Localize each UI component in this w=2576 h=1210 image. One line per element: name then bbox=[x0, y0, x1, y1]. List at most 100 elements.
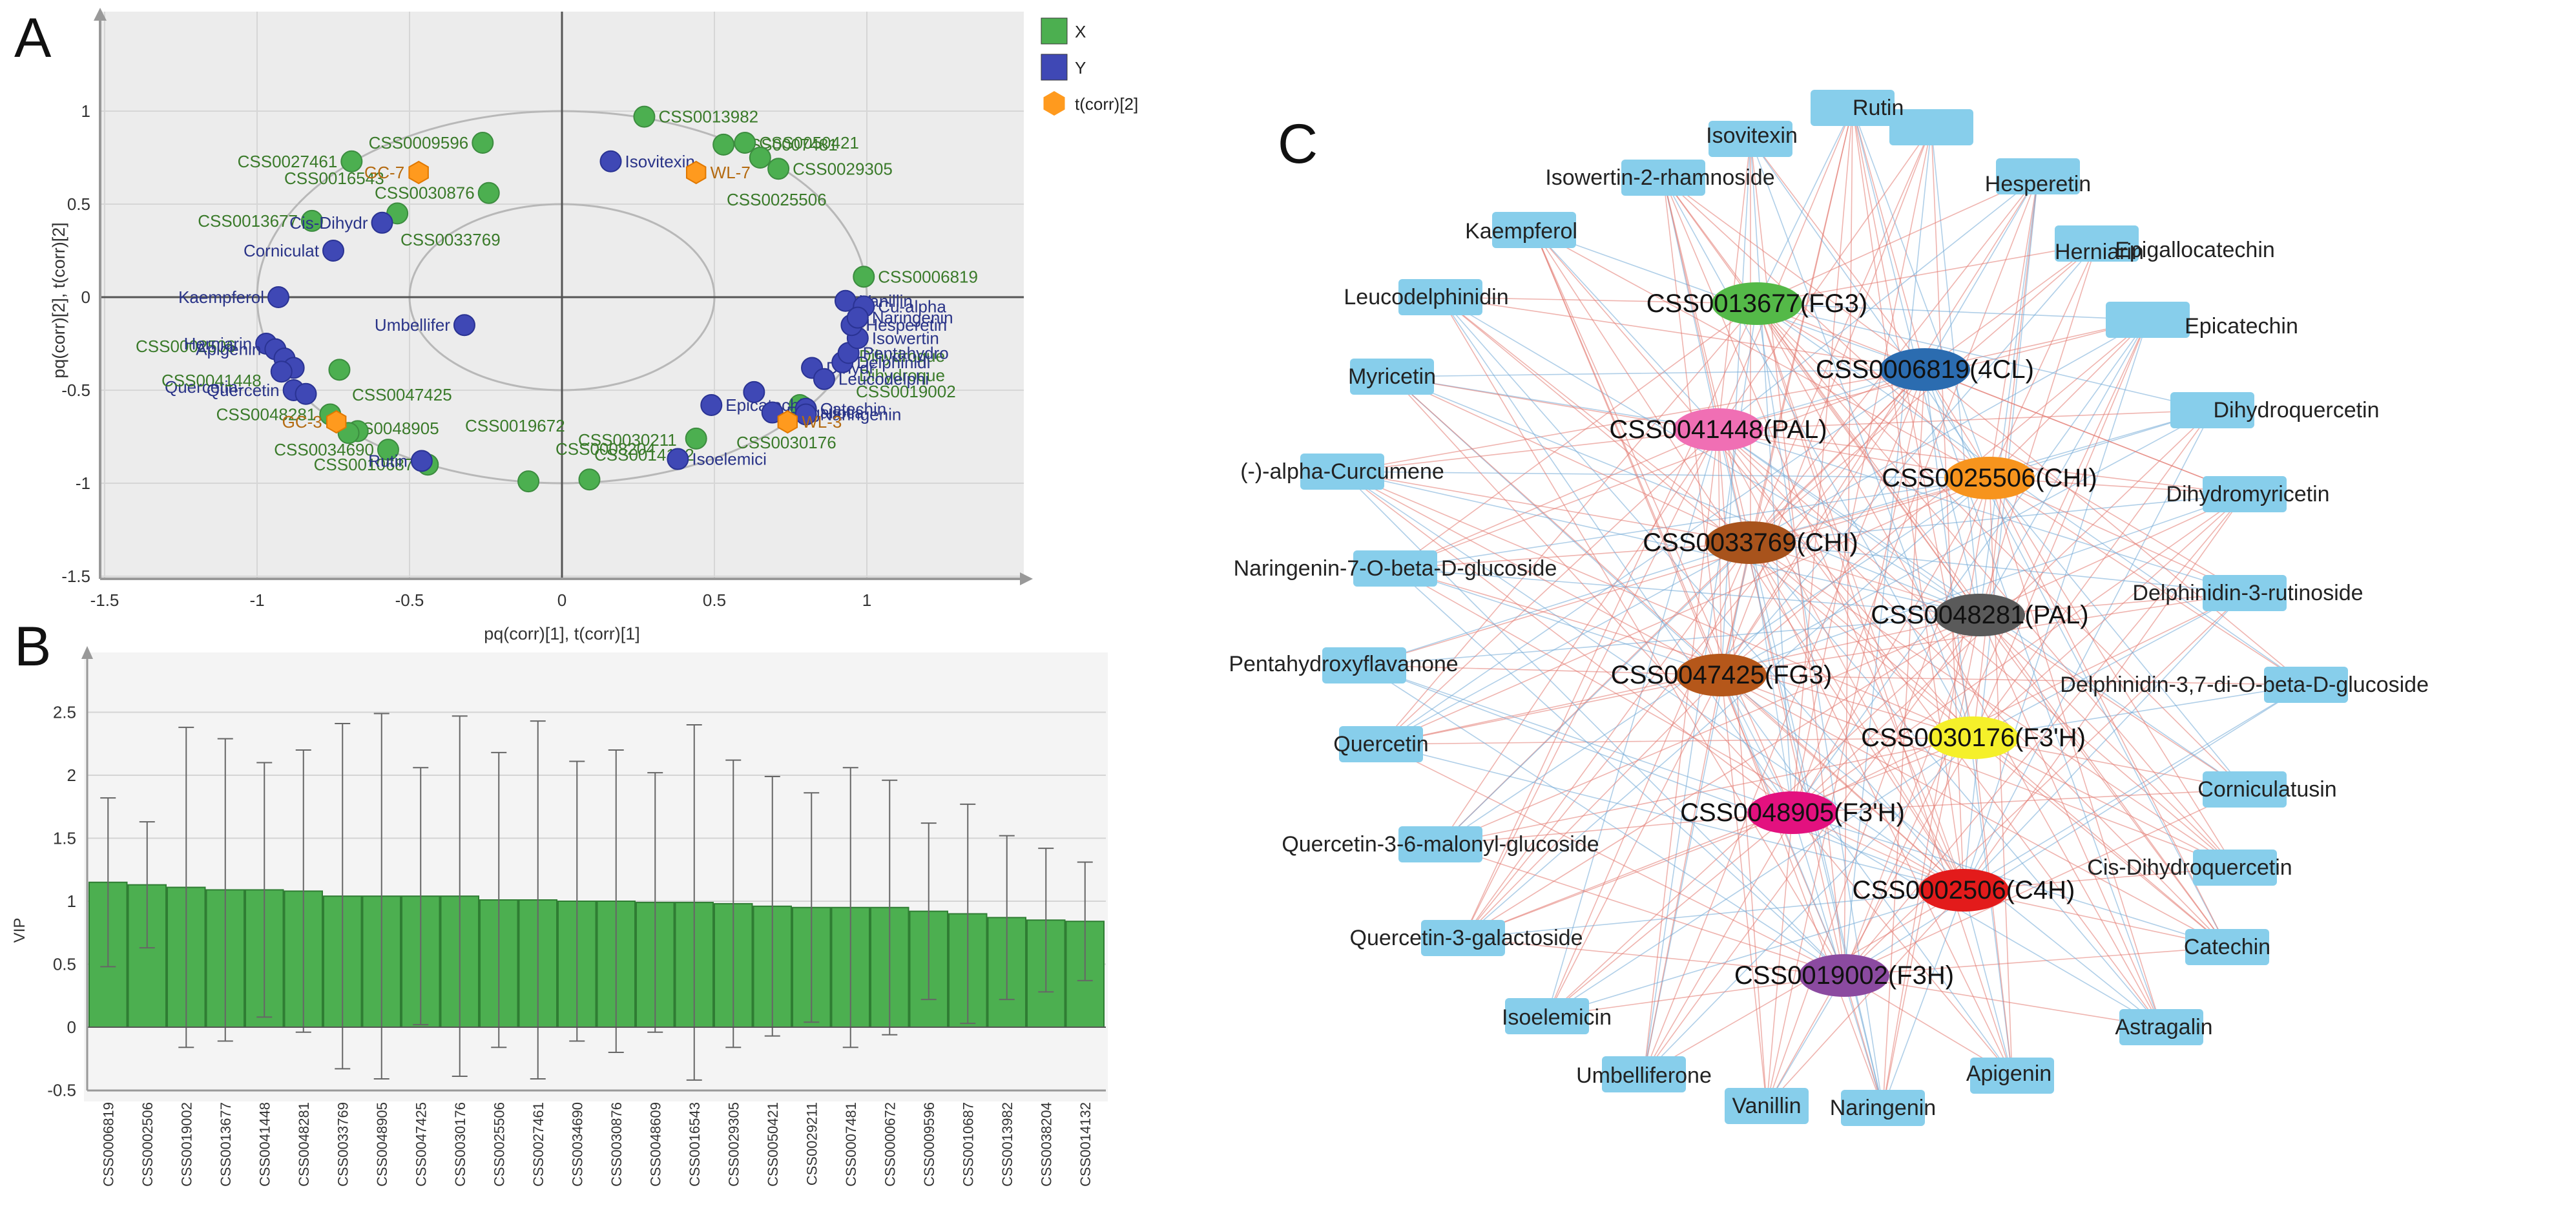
point-label: CSS0010687 bbox=[314, 455, 414, 474]
x-tick-label: CSS0033769 bbox=[335, 1102, 351, 1187]
point-label: Delphinidi bbox=[857, 353, 930, 372]
metabolite-node bbox=[1421, 920, 1505, 956]
point-x-variable bbox=[734, 131, 756, 154]
network-edge bbox=[1462, 890, 1964, 939]
point-label: GC-3 bbox=[282, 412, 322, 432]
network-edge bbox=[1979, 319, 2148, 616]
network-edge bbox=[1750, 542, 2162, 1028]
x-tick-label: CSS0030876 bbox=[608, 1102, 625, 1187]
plot-a-ylabel: pq(corr)[2], t(corr)[2] bbox=[49, 222, 68, 379]
point-x-variable bbox=[477, 182, 500, 204]
network-edge bbox=[1844, 127, 1932, 976]
gene-hub-node bbox=[1935, 594, 2025, 636]
panel-a-label: A bbox=[14, 7, 52, 69]
metabolite-label: Isowertin-2-rhamnoside bbox=[1545, 165, 1774, 190]
network-edge bbox=[1380, 429, 1719, 745]
network-edge bbox=[1721, 542, 1751, 676]
point-label: GC-7 bbox=[364, 163, 404, 182]
network-edge bbox=[1395, 568, 1722, 676]
network-edge bbox=[1882, 477, 1990, 1109]
x-tick-label: CSS0048281 bbox=[296, 1102, 312, 1187]
x-tick-label: CSS0030176 bbox=[452, 1102, 468, 1187]
network-edge bbox=[1792, 127, 1932, 813]
gene-hub-label: CSS0025506(CHI) bbox=[1882, 464, 2097, 492]
network-edge bbox=[1963, 890, 2228, 948]
x-tick-label: CSS0048905 bbox=[374, 1102, 390, 1187]
metabolite-node bbox=[1300, 454, 1384, 490]
overlap-label: CSS0019002 bbox=[856, 382, 956, 401]
network-edge bbox=[1643, 369, 1926, 1075]
x-tick-label: CSS0007481 bbox=[843, 1102, 859, 1187]
gene-hub-label: CSS0041448(PAL) bbox=[1609, 415, 1827, 444]
network-edge bbox=[1546, 890, 1964, 1017]
gene-hub-node bbox=[1676, 654, 1767, 696]
network-edge bbox=[1756, 303, 2236, 868]
point-y-variable bbox=[813, 368, 835, 390]
y-tick-label: 1 bbox=[81, 101, 90, 121]
x-tick-label: 1 bbox=[862, 590, 871, 610]
point-y-variable bbox=[295, 382, 317, 405]
network-edge bbox=[1546, 812, 1793, 1017]
metabolite-node bbox=[2203, 771, 2287, 808]
point-x-variable bbox=[328, 359, 351, 381]
metabolite-label: Quercetin-3-galactoside bbox=[1350, 926, 1583, 950]
metabolite-label: Umbelliferone bbox=[1576, 1063, 1712, 1088]
network-edge bbox=[1663, 177, 1964, 891]
metabolite-label: Leucodelphinidin bbox=[1344, 285, 1508, 309]
network-edge bbox=[1395, 568, 1974, 738]
network-edge bbox=[1342, 471, 1722, 676]
network-edge bbox=[1391, 376, 1980, 616]
network-edge bbox=[1440, 297, 1980, 616]
x-tick-label: 0 bbox=[557, 590, 566, 610]
x-tick-label: CSS0013982 bbox=[999, 1102, 1015, 1187]
network-edge bbox=[1546, 429, 1719, 1017]
network-edge bbox=[1462, 737, 1974, 939]
panel-c-label: C bbox=[1278, 113, 1318, 175]
network-edge bbox=[1440, 297, 1751, 543]
point-label: Isowertin bbox=[872, 328, 939, 348]
y-axis-arrow bbox=[81, 646, 93, 659]
network-edge bbox=[1721, 674, 2236, 868]
network-edge bbox=[1462, 614, 1980, 939]
point-label: Isovitexin bbox=[625, 152, 695, 171]
network-edge bbox=[1756, 303, 2307, 685]
point-x-variable bbox=[853, 266, 875, 288]
metabolite-node bbox=[2264, 667, 2348, 703]
x-tick-label: CSS0016543 bbox=[687, 1102, 703, 1187]
overlap-label: CSS0030176 bbox=[736, 433, 836, 452]
network-edge bbox=[1663, 177, 1751, 543]
metabolite-node bbox=[1398, 826, 1482, 862]
network-edge bbox=[1792, 107, 1853, 813]
network-edge bbox=[1462, 369, 1926, 939]
point-label: CSS0027461 bbox=[238, 152, 338, 171]
point-label: WL-3 bbox=[802, 412, 842, 432]
network-edge bbox=[1924, 369, 2236, 868]
network-edge bbox=[1380, 303, 1758, 745]
network-edge bbox=[1973, 319, 2148, 738]
point-x-variable bbox=[377, 439, 399, 461]
network-gene-hubs: CSS0013677(FG3) CSS0006819(4CL) CSS0041448… bbox=[1609, 282, 2097, 997]
point-x-variable bbox=[685, 427, 707, 450]
y-tick-label: 1 bbox=[67, 892, 76, 911]
network-edge bbox=[1721, 369, 1926, 676]
point-label: Umbellifer bbox=[375, 315, 450, 335]
point-label: CSS0009596 bbox=[369, 133, 469, 152]
metabolite-label: Naringenin bbox=[1830, 1096, 1936, 1120]
overlap-label: Dihydroque bbox=[859, 346, 945, 366]
network-edge bbox=[1792, 789, 2245, 813]
network-edge bbox=[1973, 494, 2245, 738]
metabolite-node bbox=[2106, 302, 2190, 338]
metabolite-label: Pentahydroxyflavanone bbox=[1229, 652, 1458, 676]
overlap-label: CSS0002506 bbox=[136, 337, 236, 356]
point-label: CSS0030876 bbox=[375, 183, 475, 203]
network-edge bbox=[1718, 429, 2245, 594]
network-edge bbox=[1844, 614, 1980, 976]
metabolite-label: Dihydroquercetin bbox=[2213, 398, 2379, 422]
y-tick-label: 0 bbox=[81, 287, 90, 307]
point-label: Cu-alpha bbox=[878, 297, 946, 316]
metabolite-label: (-)-alpha-Curcumene bbox=[1240, 459, 1444, 484]
metabolite-node bbox=[1398, 279, 1482, 315]
point-label: Catechin bbox=[820, 399, 887, 419]
legend-swatch bbox=[1043, 91, 1065, 116]
